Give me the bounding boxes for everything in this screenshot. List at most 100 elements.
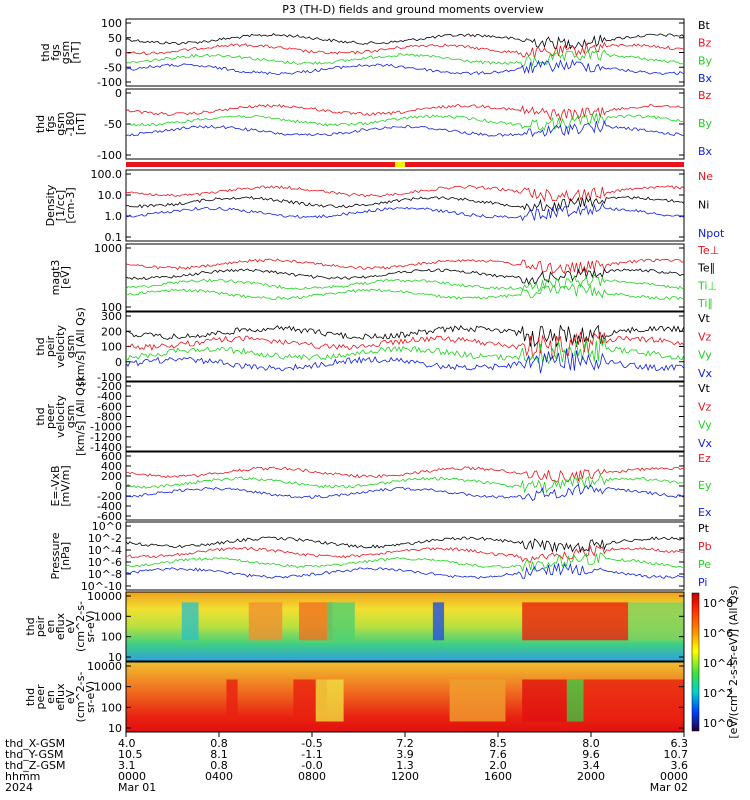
y-tick-label: 0: [115, 480, 122, 493]
y-axis-label-line: gsm: [59, 41, 72, 64]
spectrogram-band: [432, 602, 445, 641]
y-tick-label: 100: [101, 631, 122, 644]
y-axis-label-line: eV: [64, 619, 77, 634]
x-gsm-value: 7.2: [396, 737, 414, 750]
y-gsm-value: 8.1: [210, 748, 228, 761]
series-line-Vz: [125, 331, 685, 360]
y-axis-label-line: [1/cc]: [54, 190, 67, 221]
y-tick-label: 10^-4: [88, 544, 122, 557]
series-line-Pe: [125, 552, 684, 573]
y-tick-label: 100: [101, 701, 122, 714]
hhmm-tick-label: 1200: [391, 770, 419, 783]
spectrogram-band: [449, 679, 506, 722]
y-tick-label: -800: [97, 411, 122, 424]
y-tick-label: 100.0: [91, 168, 123, 181]
x-gsm-value: -0.5: [301, 737, 322, 750]
series-line-Ey: [125, 473, 685, 494]
quality-bar: [126, 162, 684, 167]
spectrogram-band: [628, 602, 684, 641]
y-gsm-value: 10.5: [118, 748, 143, 761]
y-tick-label: 0: [115, 87, 122, 100]
spectrogram-band: [566, 679, 584, 722]
spectrogram-band: [583, 679, 684, 722]
colorbar-tick-label: 10^0: [703, 717, 733, 730]
y-tick-label: 10: [108, 722, 122, 735]
y-axis-label-line: velocity: [54, 395, 67, 438]
y-gsm-value: 9.6: [582, 748, 600, 761]
colorbar: 10^8 10^6 10^4 10^2 10^0[eV/(cm^2-s-sr-eV)] …: [691, 585, 740, 739]
y-tick-label: -1400: [90, 441, 122, 454]
x-row-label: 2024: [5, 781, 33, 794]
spectrogram-band: [248, 602, 283, 641]
y-axis-label-line: (cm^2-s-: [74, 601, 87, 652]
legend-entry: Vz: [698, 330, 712, 343]
y-axis-label-line: Pressure: [49, 532, 62, 579]
series-line-By: [125, 112, 685, 131]
end-date: Mar 02: [650, 781, 688, 794]
y-tick-label: 0.1: [105, 231, 123, 244]
y-tick-label: 200: [101, 470, 122, 483]
spectrogram-band: [181, 602, 199, 641]
series-line-Ni: [125, 196, 685, 213]
legend-entry: Ne: [698, 170, 713, 183]
colorbar-tick-label: 10^8: [703, 597, 733, 610]
y-axis-label-line: eflux: [54, 683, 67, 711]
y-tick-label: -50: [104, 61, 122, 74]
y-tick-label: -100: [97, 149, 122, 162]
hhmm-tick-label: 2000: [577, 770, 605, 783]
legend-entry: Vy: [698, 419, 712, 432]
y-tick-label: -400: [97, 500, 122, 513]
legend-entry: Pe: [698, 558, 711, 571]
spectrogram-band: [315, 679, 344, 722]
panel-frame: [125, 18, 685, 87]
y-tick-label: -600: [97, 400, 122, 413]
y-tick-label: 200: [101, 325, 122, 338]
y-axis-label-line: fgs: [49, 44, 62, 61]
panel-frame: [125, 381, 685, 452]
legend-entry: Vt: [698, 382, 711, 395]
y-tick-label: -400: [97, 390, 122, 403]
legend-entry: Pi: [698, 576, 707, 589]
y-axis-label-line: Density: [44, 184, 57, 226]
colorbar-tick-label: 10^2: [703, 687, 733, 700]
y-tick-label: 1.0: [105, 210, 123, 223]
series-line-Te∥: [125, 267, 685, 286]
x-row-label: thd_Z-GSM: [5, 759, 65, 772]
panel-ion_spectrogram: 10000 1000 100 10 thdpeirenefluxeV(cm^2-s-sr…: [24, 590, 685, 664]
y-tick-label: 0: [115, 47, 122, 60]
series-line-Vx: [125, 348, 685, 374]
y-axis-label-line: velocity: [54, 325, 67, 368]
series-line-Bz: [125, 41, 685, 59]
y-axis-label-line: peer: [44, 404, 57, 430]
y-tick-label: -600: [97, 510, 122, 523]
spectrogram-band: [226, 679, 238, 722]
x-gsm-value: 8.5: [489, 737, 507, 750]
y-tick-label: 100: [101, 341, 122, 354]
legend-entry: Bx: [698, 72, 713, 85]
chart-title: P3 (TH-D) fields and ground moments over…: [282, 3, 544, 16]
y-axis-label-line: en: [44, 620, 57, 634]
y-axis-label-line: [nT]: [74, 113, 87, 135]
legend-entry: Ey: [698, 479, 712, 492]
x-gsm-value: 6.3: [671, 737, 689, 750]
y-axis-label-line: [nPa]: [59, 542, 72, 570]
y-tick-label: 50: [108, 32, 122, 45]
x-row-label: thd_X-GSM: [5, 737, 65, 750]
y-tick-label: 10000: [87, 660, 122, 673]
legend-entry: Ex: [698, 506, 712, 519]
y-axis-label-line: peir: [34, 615, 47, 637]
panel-electron_velocity: -200-400-600-800-1000-1200-1400thdpeerve…: [34, 377, 713, 456]
y-axis-label-line: sr-eV): [84, 610, 97, 642]
colorbar-tick-label: 10^6: [703, 627, 733, 640]
y-gsm-value: 10.7: [664, 748, 689, 761]
y-axis-label-line: gsm: [54, 112, 67, 135]
y-tick-label: -100: [97, 371, 122, 384]
